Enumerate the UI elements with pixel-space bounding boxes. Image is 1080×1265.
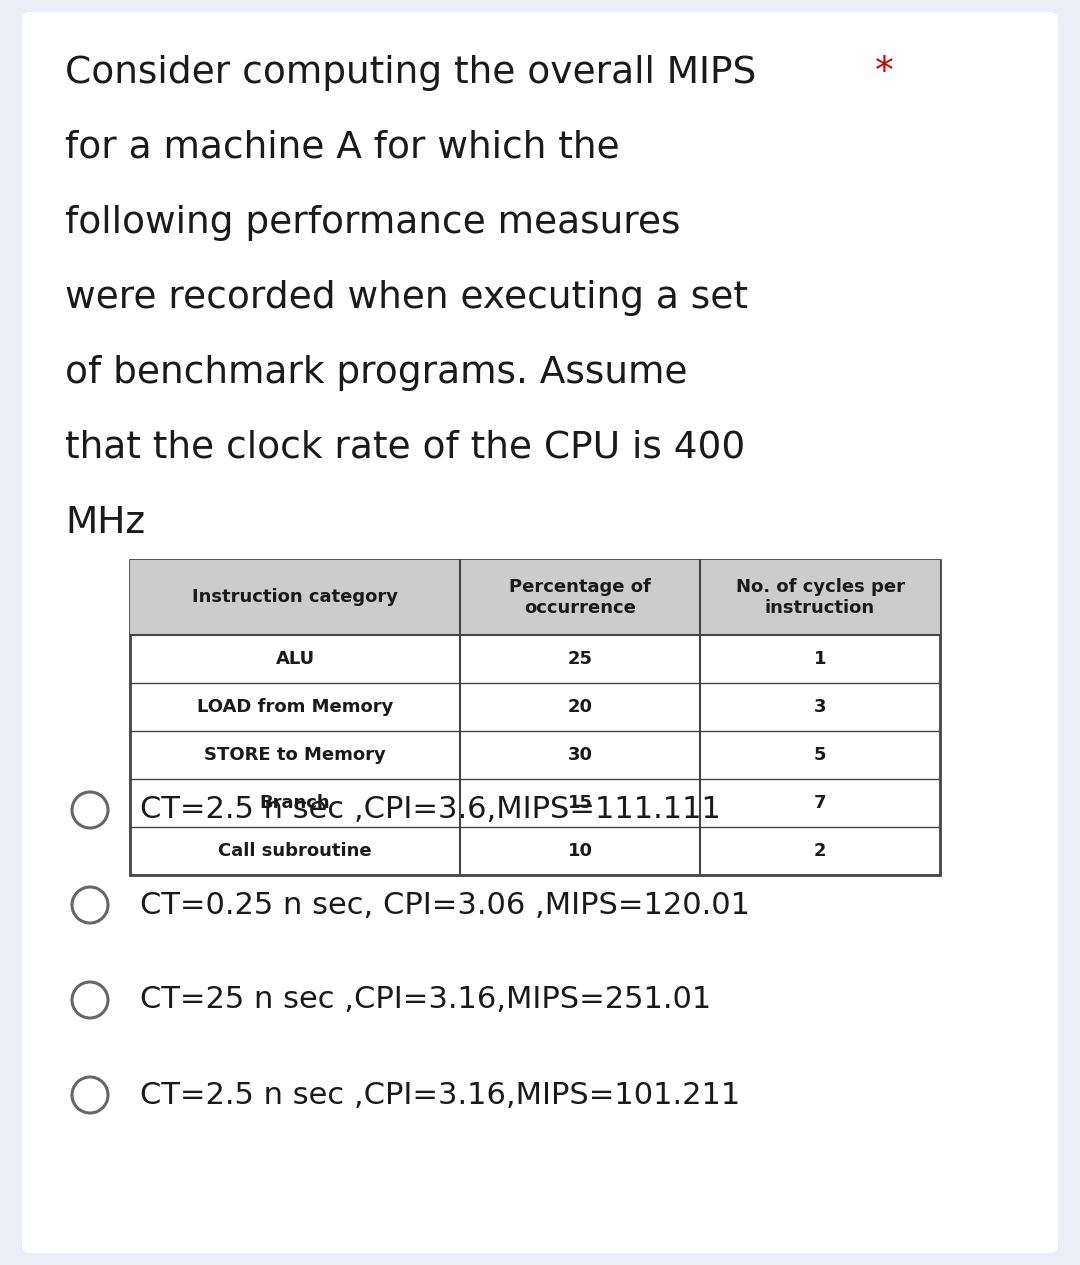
Text: for a machine A for which the: for a machine A for which the bbox=[65, 130, 620, 166]
Text: MHz: MHz bbox=[65, 505, 145, 541]
Text: 25: 25 bbox=[567, 650, 593, 668]
Text: 30: 30 bbox=[567, 746, 593, 764]
Text: CT=2.5 n sec ,CPI=3.16,MIPS=101.211: CT=2.5 n sec ,CPI=3.16,MIPS=101.211 bbox=[140, 1080, 740, 1109]
Text: *: * bbox=[875, 54, 894, 91]
Text: 20: 20 bbox=[567, 698, 593, 716]
Text: CT=25 n sec ,CPI=3.16,MIPS=251.01: CT=25 n sec ,CPI=3.16,MIPS=251.01 bbox=[140, 985, 712, 1015]
Text: Consider computing the overall MIPS: Consider computing the overall MIPS bbox=[65, 54, 768, 91]
FancyBboxPatch shape bbox=[22, 11, 1058, 1254]
Text: Call subroutine: Call subroutine bbox=[218, 842, 372, 860]
Text: 7: 7 bbox=[813, 794, 826, 812]
Text: 5: 5 bbox=[813, 746, 826, 764]
Text: LOAD from Memory: LOAD from Memory bbox=[197, 698, 393, 716]
Text: CT=2.5 n sec ,CPI=3.6,MIPS=111.111: CT=2.5 n sec ,CPI=3.6,MIPS=111.111 bbox=[140, 796, 720, 825]
Text: CT=0.25 n sec, CPI=3.06 ,MIPS=120.01: CT=0.25 n sec, CPI=3.06 ,MIPS=120.01 bbox=[140, 891, 750, 920]
Text: Percentage of
occurrence: Percentage of occurrence bbox=[509, 578, 651, 617]
Circle shape bbox=[72, 792, 108, 829]
Text: No. of cycles per
instruction: No. of cycles per instruction bbox=[735, 578, 905, 617]
Text: of benchmark programs. Assume: of benchmark programs. Assume bbox=[65, 355, 688, 391]
Text: STORE to Memory: STORE to Memory bbox=[204, 746, 386, 764]
Text: 15: 15 bbox=[567, 794, 593, 812]
Bar bbox=[130, 560, 940, 635]
Text: 1: 1 bbox=[813, 650, 826, 668]
Text: 3: 3 bbox=[813, 698, 826, 716]
Circle shape bbox=[72, 887, 108, 923]
Text: following performance measures: following performance measures bbox=[65, 205, 680, 242]
Text: ALU: ALU bbox=[275, 650, 314, 668]
Text: Branch: Branch bbox=[259, 794, 330, 812]
Text: Instruction category: Instruction category bbox=[192, 588, 399, 606]
Text: 2: 2 bbox=[813, 842, 826, 860]
Text: that the clock rate of the CPU is 400: that the clock rate of the CPU is 400 bbox=[65, 430, 745, 466]
Text: 10: 10 bbox=[567, 842, 593, 860]
Circle shape bbox=[72, 982, 108, 1018]
Bar bbox=[130, 560, 940, 875]
Circle shape bbox=[72, 1077, 108, 1113]
Text: were recorded when executing a set: were recorded when executing a set bbox=[65, 280, 748, 316]
